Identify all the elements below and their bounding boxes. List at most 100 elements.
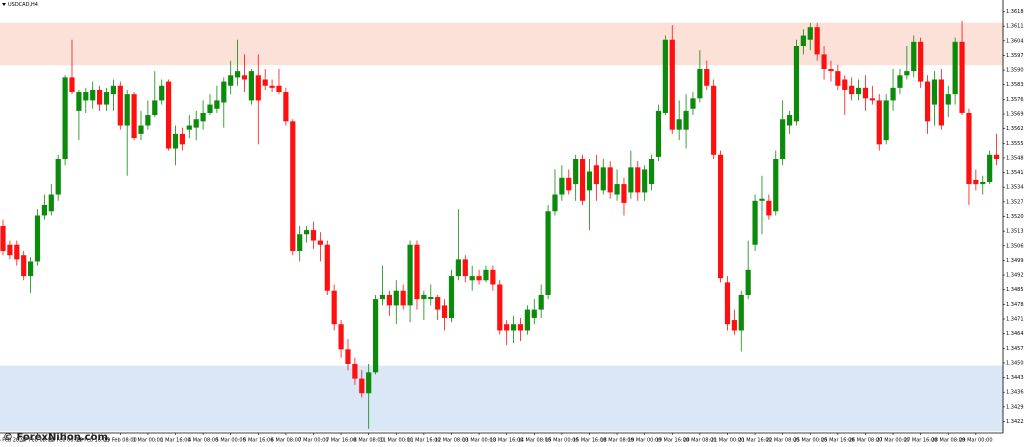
candle-body [55,158,61,195]
candle-body [545,211,551,295]
candle-body [662,39,668,113]
candle-body [69,77,75,93]
candle-body [276,85,282,93]
candle-body [297,234,303,252]
candle-body [145,115,151,126]
candle-body [96,89,103,105]
y-tick-label: 1.34715 [1006,316,1024,322]
y-tick-label: 1.34435 [1006,375,1024,381]
candle-body [152,100,158,116]
x-tick-label: 28 Mar 08:00 [932,438,965,444]
y-tick-label: 1.34505 [1006,360,1024,366]
x-tick-label: 27 Mar 00:00 [876,438,909,444]
candle-body [386,294,392,306]
candle-body [159,85,165,101]
candle-body [165,81,172,149]
candle-body [786,115,793,126]
candle-body [504,324,510,331]
candle-body [441,305,448,318]
candle-body [124,94,130,126]
candle-body [517,324,524,331]
y-tick-label: 1.35835 [1006,82,1024,88]
x-tick-label: 5 Mar 16:00 [243,438,273,444]
candle-body [869,98,875,101]
y-tick-label: 1.36045 [1006,38,1024,44]
candle-body [966,112,972,185]
candle-body [642,169,648,193]
candle-body [586,171,593,191]
candle-body [186,125,192,130]
candle-body [697,69,703,99]
candle-body [14,244,20,260]
candle-body [745,269,751,295]
candle-body [883,100,889,141]
candle-body [0,225,6,252]
candle-body [7,244,13,256]
candle-body [648,158,655,185]
x-tick-label: 27 Feb 08:00 [21,438,54,444]
candle-body [379,294,386,300]
chart-title: USDCAD,H4 [8,2,38,8]
y-tick-label: 1.34575 [1006,346,1024,352]
price-zone [0,365,1004,432]
candle-body [221,81,227,103]
y-tick-label: 1.36115 [1006,24,1024,30]
candle-body [959,41,965,113]
candle-body [497,284,503,331]
candle-body [635,167,641,193]
candle-body [469,276,475,281]
y-tick-label: 1.35485 [1006,155,1024,161]
x-tick-label: 15 Mar 00:00 [545,438,578,444]
candle-body [262,79,268,86]
candle-body [138,125,144,134]
y-tick-label: 1.35065 [1006,243,1024,249]
candle-body [704,69,710,86]
candle-body [448,276,455,318]
y-tick-label: 1.36185 [1006,9,1024,15]
candle-body [614,184,620,195]
candle-body [400,290,406,306]
candle-body [793,46,800,122]
x-tick-label: 12 Mar 08:00 [435,438,468,444]
y-tick-label: 1.34995 [1006,258,1024,264]
x-tick-label: 7 Mar 00:00 [298,438,328,444]
candle-body [987,154,993,182]
x-tick-label: 25 Mar 00:00 [794,438,827,444]
y-tick-label: 1.35555 [1006,141,1024,147]
candle-body [855,87,862,95]
candle-body [669,39,675,130]
candle-body [41,204,47,216]
candle-body [821,54,827,70]
x-tick-label: 28 Feb 00:00 [49,438,82,444]
candle-body [76,92,82,111]
watermark: © ForexNihon.com [3,432,108,443]
candle-body [366,372,372,394]
x-tick-label: 5 Mar 00:00 [216,438,246,444]
candle-body [27,261,34,277]
x-tick-label: 29 Mar 00:00 [959,438,992,444]
y-tick-label: 1.35905 [1006,68,1024,74]
candle-body [593,165,599,185]
candle-body [345,349,351,364]
candle-body [131,94,137,139]
candle-body [931,79,938,105]
candle-body [890,87,896,101]
y-tick-label: 1.35135 [1006,229,1024,235]
candle-body [331,290,337,325]
candle-body [207,104,213,113]
candles [0,20,1000,429]
x-tick-label: 29 Feb 08:00 [104,438,137,444]
x-tick-label: 7 Mar 16:00 [326,438,356,444]
x-tick-label: 6 Mar 08:00 [271,438,301,444]
candle-body [897,75,903,88]
candle-body [918,41,924,82]
candle-body [110,85,116,95]
candle-body [338,324,344,350]
candle-body [924,81,931,122]
candle-body [428,297,434,300]
candle-body [600,167,606,191]
candle-body [814,27,820,55]
candle-body [904,71,910,76]
